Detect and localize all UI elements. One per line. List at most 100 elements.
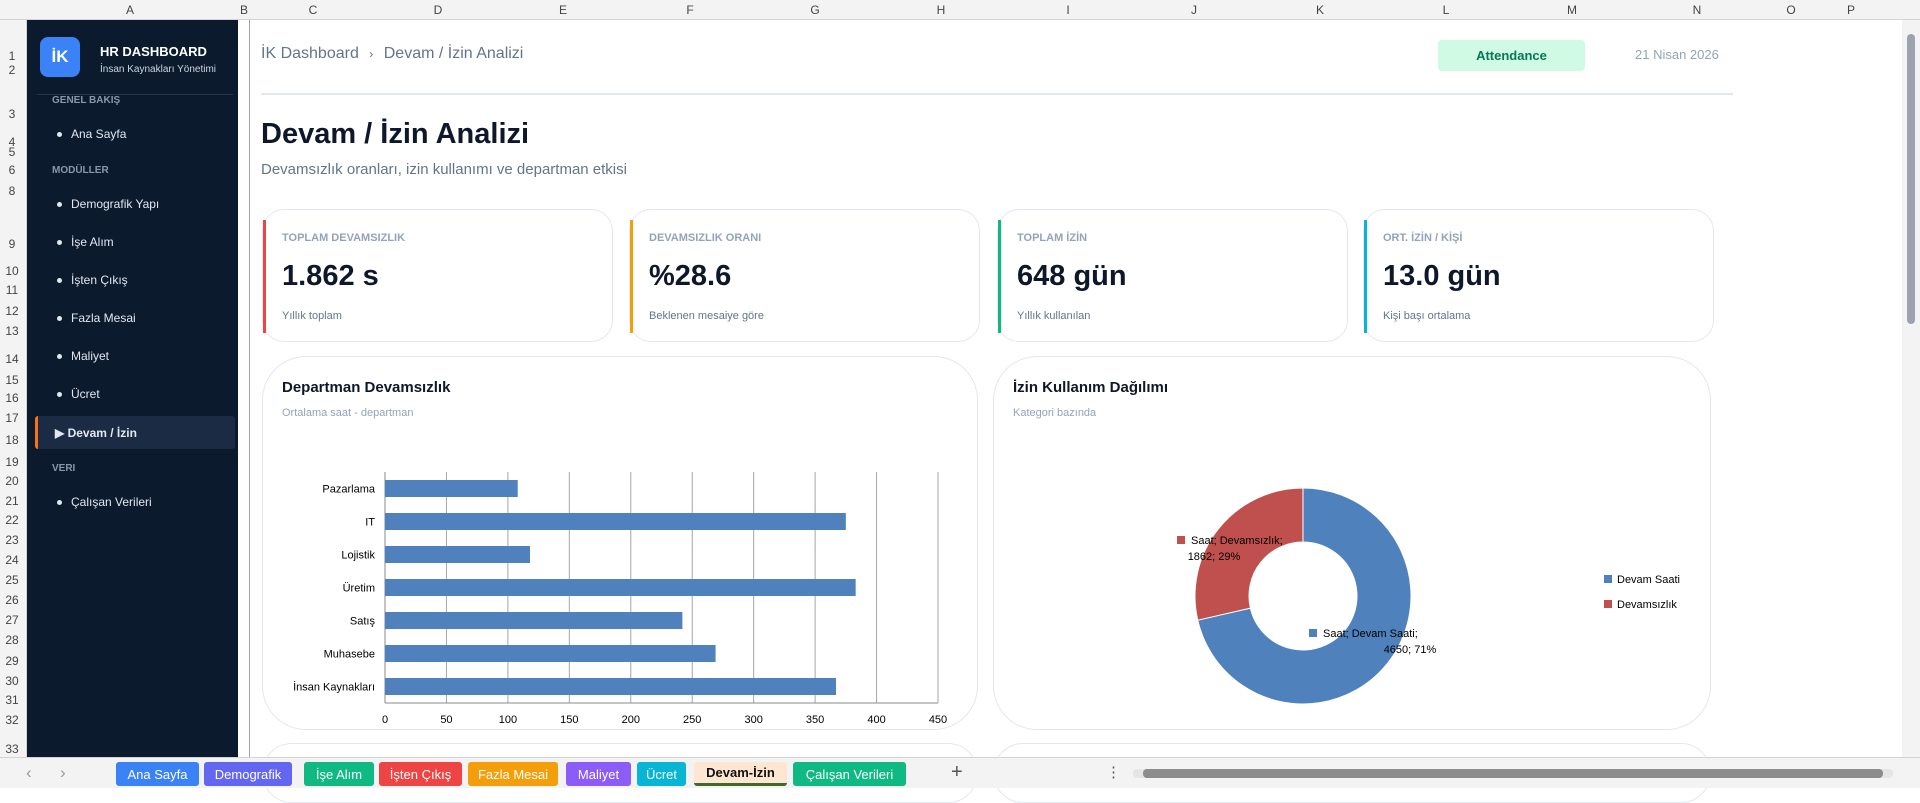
sheet-tab[interactable]: Ana Sayfa [116,762,199,786]
bar-chart: 0 50 100 150 200 250 300 350 400 450 Pazarlama IT Lo… [293,472,947,726]
column-header[interactable]: K [1315,3,1325,17]
kpi-label: DEVAMSIZLIK ORANI [649,232,762,244]
column-header[interactable]: E [558,3,568,17]
row-header[interactable]: 21 [5,494,19,508]
sidebar-item[interactable]: İşten Çıkış [27,269,238,291]
row-header[interactable]: 4 [8,135,16,149]
legend-label: Devam Saati [1617,574,1680,586]
next-sheet-button[interactable]: › [60,763,66,782]
column-header[interactable]: C [308,3,318,17]
kpi-card: DEVAMSIZLIK ORANI %28.6 Beklenen mesaiye g… [629,209,980,342]
legend-marker [1604,575,1612,583]
row-header[interactable]: 8 [8,184,16,198]
row-header[interactable]: 9 [8,237,16,251]
vertical-scrollbar[interactable] [1902,20,1920,757]
row-header[interactable]: 17 [5,411,19,425]
sidebar-item[interactable]: Demografik Yapı [27,193,238,215]
x-tick-label: 50 [440,714,452,726]
row-header[interactable]: 29 [5,654,19,668]
row-header[interactable]: 2 [8,63,16,77]
card-title: İzin Kullanım Dağılımı [1013,379,1169,396]
sheet-tab[interactable]: İşe Alım [304,762,374,786]
sheet-tab[interactable]: Maliyet [566,762,631,786]
main-content: İK Dashboard › Devam / İzin Analizi Atte… [251,20,1902,803]
kpi-value: 648 gün [1017,260,1127,292]
breadcrumb-root[interactable]: İK Dashboard [261,45,359,62]
column-header[interactable]: P [1846,3,1856,17]
sheet-tab[interactable]: İşten Çıkış [379,762,462,786]
row-header[interactable]: 18 [5,433,19,447]
sidebar-item[interactable]: Ana Sayfa [27,123,238,145]
column-header[interactable]: F [686,3,694,17]
sidebar-item[interactable]: ▶ Devam / İzin [35,416,235,449]
row-header[interactable]: 13 [5,324,19,338]
row-header[interactable]: 27 [5,613,19,627]
breadcrumb-separator: › [369,47,374,61]
kpi-accent-bar [630,220,633,333]
y-category-label: Üretim [343,583,375,595]
row-header[interactable]: 10 [5,264,19,278]
row-header[interactable]: 30 [5,674,19,688]
column-header[interactable]: B [239,3,249,17]
sheet-tab[interactable]: Fazla Mesai [468,762,558,786]
scrollbar-thumb[interactable] [1907,34,1915,324]
column-header[interactable]: D [433,3,443,17]
row-header[interactable]: 5 [8,145,16,159]
data-label-marker [1177,536,1185,544]
sheet-tab[interactable]: Demografik [204,762,292,786]
row-header[interactable]: 12 [5,304,19,318]
row-header[interactable]: 26 [5,593,19,607]
row-header[interactable]: 20 [5,474,19,488]
column-header[interactable]: A [125,3,135,17]
sheet-tab-bar: ‹ › Ana Sayfa Demografik İşe Alım İşten Çık… [0,757,1920,788]
column-header[interactable]: M [1567,3,1577,17]
leave-distribution-card: İzin Kullanım Dağılımı Kategori bazında … [993,356,1711,730]
scrollbar-thumb[interactable] [1143,769,1883,778]
add-sheet-button[interactable]: + [951,761,963,783]
sheet-tab[interactable]: Ücret [637,762,686,786]
column-header[interactable]: G [810,3,820,17]
row-header[interactable]: 25 [5,573,19,587]
row-header[interactable]: 23 [5,533,19,547]
row-header[interactable]: 19 [5,455,19,469]
y-category-label: Pazarlama [322,484,375,496]
row-header[interactable]: 28 [5,633,19,647]
row-header[interactable]: 22 [5,513,19,527]
column-header[interactable]: H [936,3,946,17]
row-header[interactable]: 1 [8,49,16,63]
column-header[interactable]: I [1066,3,1070,17]
page-subtitle: Devamsızlık oranları, izin kullanımı ve … [261,161,627,178]
horizontal-scrollbar[interactable] [1133,769,1893,778]
logo: İK [40,37,80,77]
prev-sheet-button[interactable]: ‹ [26,763,32,782]
sidebar-item[interactable]: Çalışan Verileri [27,491,238,513]
sidebar-item[interactable]: Fazla Mesai [27,307,238,329]
column-header[interactable]: L [1442,3,1450,17]
kpi-value: %28.6 [649,260,732,292]
row-header[interactable]: 11 [5,283,19,297]
row-header[interactable]: 32 [5,713,19,727]
sidebar-item[interactable]: İşe Alım [27,231,238,253]
sheet-tab[interactable]: Çalışan Verileri [793,762,906,786]
sidebar-item[interactable]: Maliyet [27,345,238,367]
kpi-label: TOPLAM DEVAMSIZLIK [282,232,406,244]
row-header[interactable]: 15 [5,373,19,387]
row-header[interactable]: 14 [5,352,19,366]
row-header[interactable]: 33 [5,742,19,756]
more-options-icon[interactable]: ⋮ [1106,764,1121,781]
column-header[interactable]: J [1191,3,1197,17]
kpi-card: TOPLAM DEVAMSIZLIK 1.862 s Yıllık toplam [262,209,613,342]
row-header[interactable]: 6 [8,163,16,177]
row-header[interactable]: 16 [5,391,19,405]
breadcrumb-current: Devam / İzin Analizi [383,45,524,62]
x-tick-label: 400 [867,714,885,726]
bar [385,612,683,629]
column-header[interactable]: O [1786,3,1796,17]
row-header[interactable]: 24 [5,553,19,567]
row-header[interactable]: 3 [8,107,16,121]
column-header[interactable]: N [1692,3,1702,17]
sidebar-item[interactable]: Ücret [27,383,238,405]
card-subtitle: Ortalama saat - departman [282,407,414,419]
row-header[interactable]: 31 [5,693,19,707]
sheet-tab[interactable]: Devam-İzin [694,762,787,786]
